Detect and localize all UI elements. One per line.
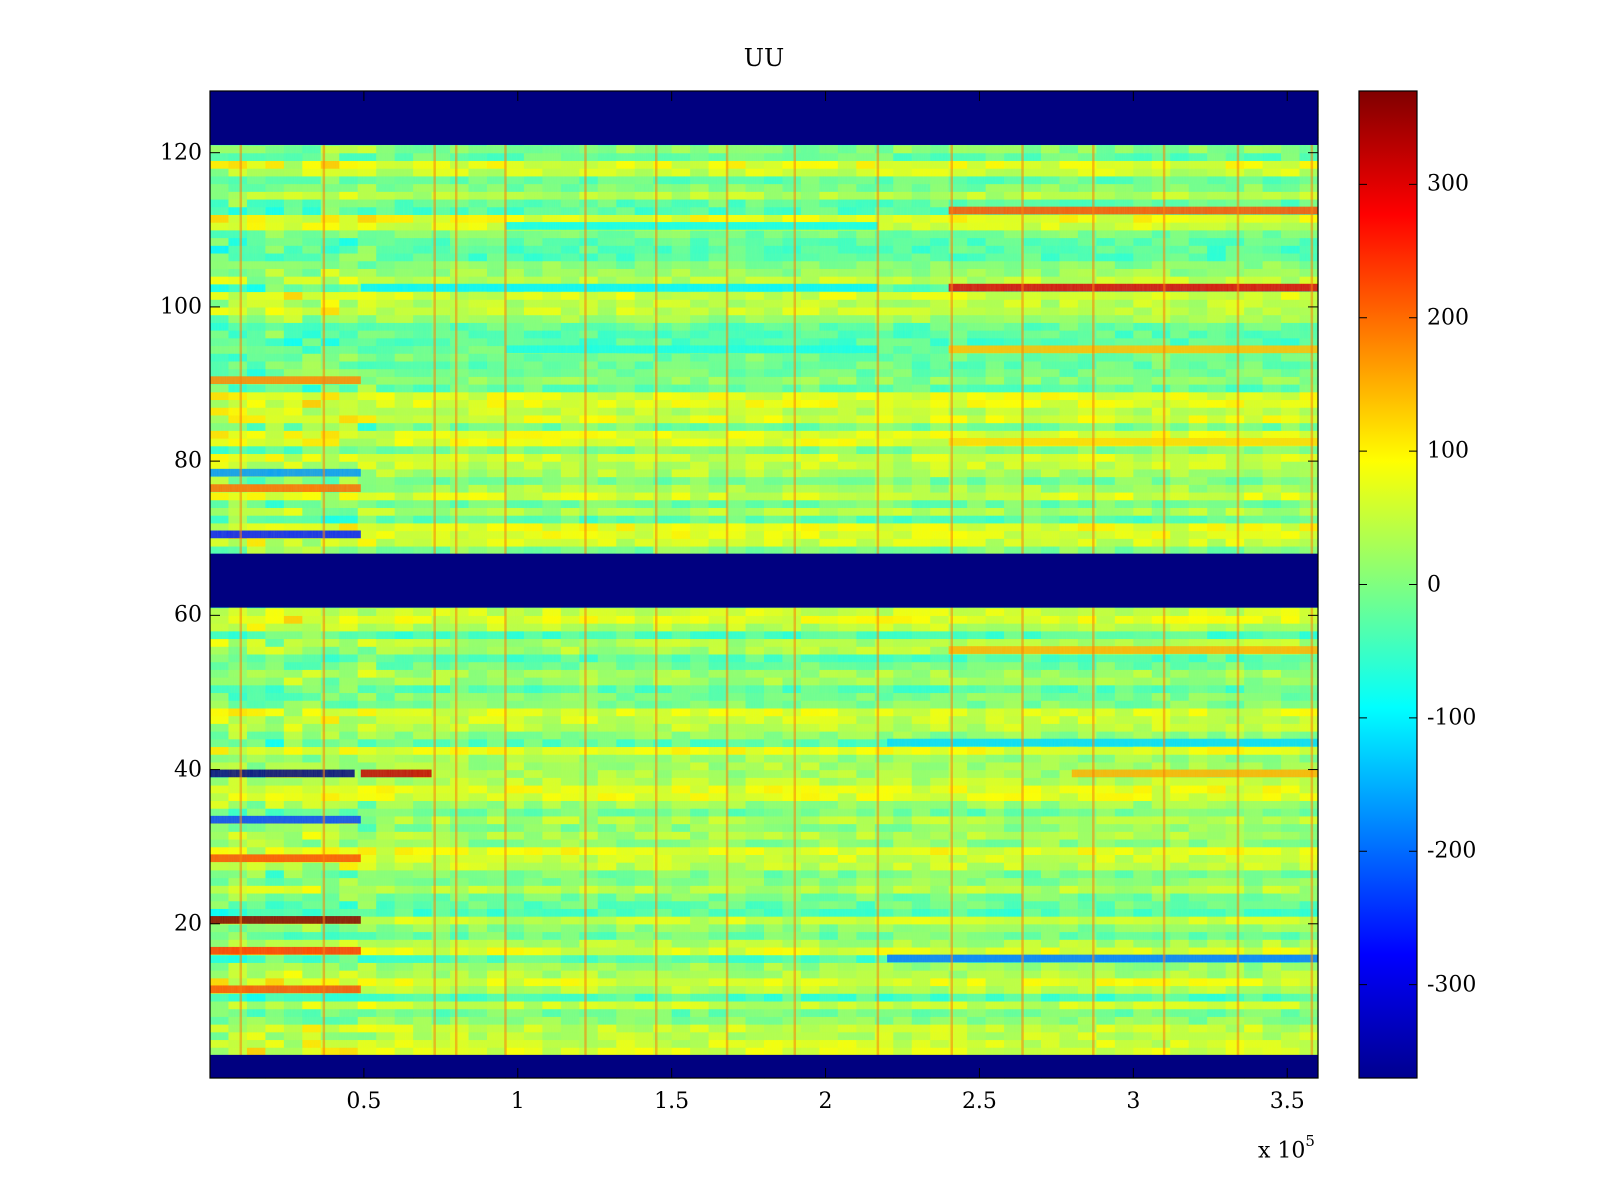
chart-title: UU <box>743 44 785 72</box>
